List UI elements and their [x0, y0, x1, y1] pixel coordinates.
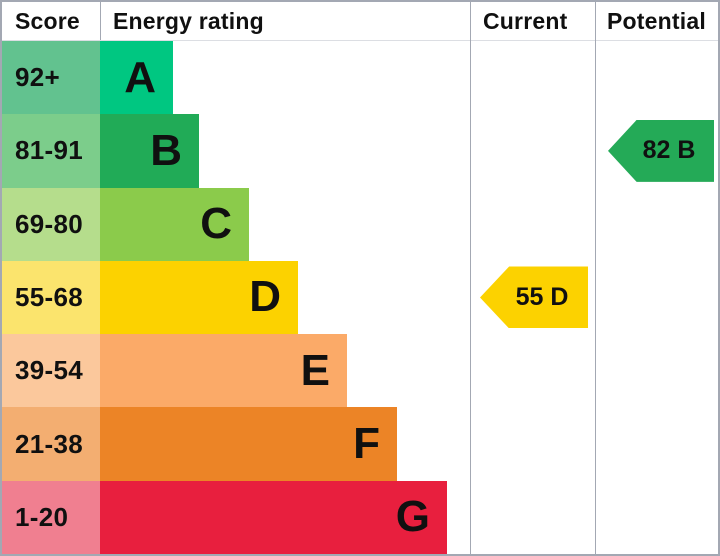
band-bar-a: A	[100, 41, 173, 115]
potential-rating-arrow: 82 B	[608, 119, 714, 182]
potential-rating-label: 82 B	[642, 136, 696, 165]
current-column-header: Current	[483, 7, 568, 34]
score-range-label: 92+	[2, 41, 100, 115]
current-column-divider	[470, 2, 471, 554]
chart-header: Score Energy rating Current Potential	[2, 2, 718, 41]
potential-column-divider	[595, 2, 596, 554]
band-row-f: 21-38 F	[2, 407, 718, 481]
band-bar-c: C	[100, 187, 249, 261]
band-bar-b: B	[100, 114, 199, 188]
band-row-c: 69-80 C	[2, 187, 718, 261]
band-bar-d: D	[100, 260, 298, 335]
current-rating-label: 55 D	[515, 282, 569, 311]
band-row-e: 39-54 E	[2, 334, 718, 408]
band-bar-f: F	[100, 407, 397, 481]
score-range-label: 39-54	[2, 334, 100, 408]
potential-column-header: Potential	[607, 7, 706, 34]
bands-area: 92+ A 81-91 B 82 B 69-80 C 55-68 D 55 D 39-54 E 21-3…	[2, 41, 718, 554]
score-range-label: 21-38	[2, 407, 100, 481]
current-rating-arrow: 55 D	[480, 266, 588, 329]
score-column-divider	[100, 2, 101, 40]
band-bar-g: G	[100, 480, 447, 554]
band-row-b: 81-91 B 82 B	[2, 114, 718, 188]
band-bar-e: E	[100, 334, 347, 408]
band-row-g: 1-20 G	[2, 480, 718, 554]
score-column-header: Score	[15, 7, 80, 34]
energy-rating-column-header: Energy rating	[113, 7, 264, 34]
band-row-d: 55-68 D 55 D	[2, 260, 718, 335]
score-range-label: 81-91	[2, 114, 100, 188]
score-range-label: 69-80	[2, 187, 100, 261]
score-range-label: 55-68	[2, 260, 100, 335]
score-range-label: 1-20	[2, 480, 100, 554]
band-row-a: 92+ A	[2, 41, 718, 115]
